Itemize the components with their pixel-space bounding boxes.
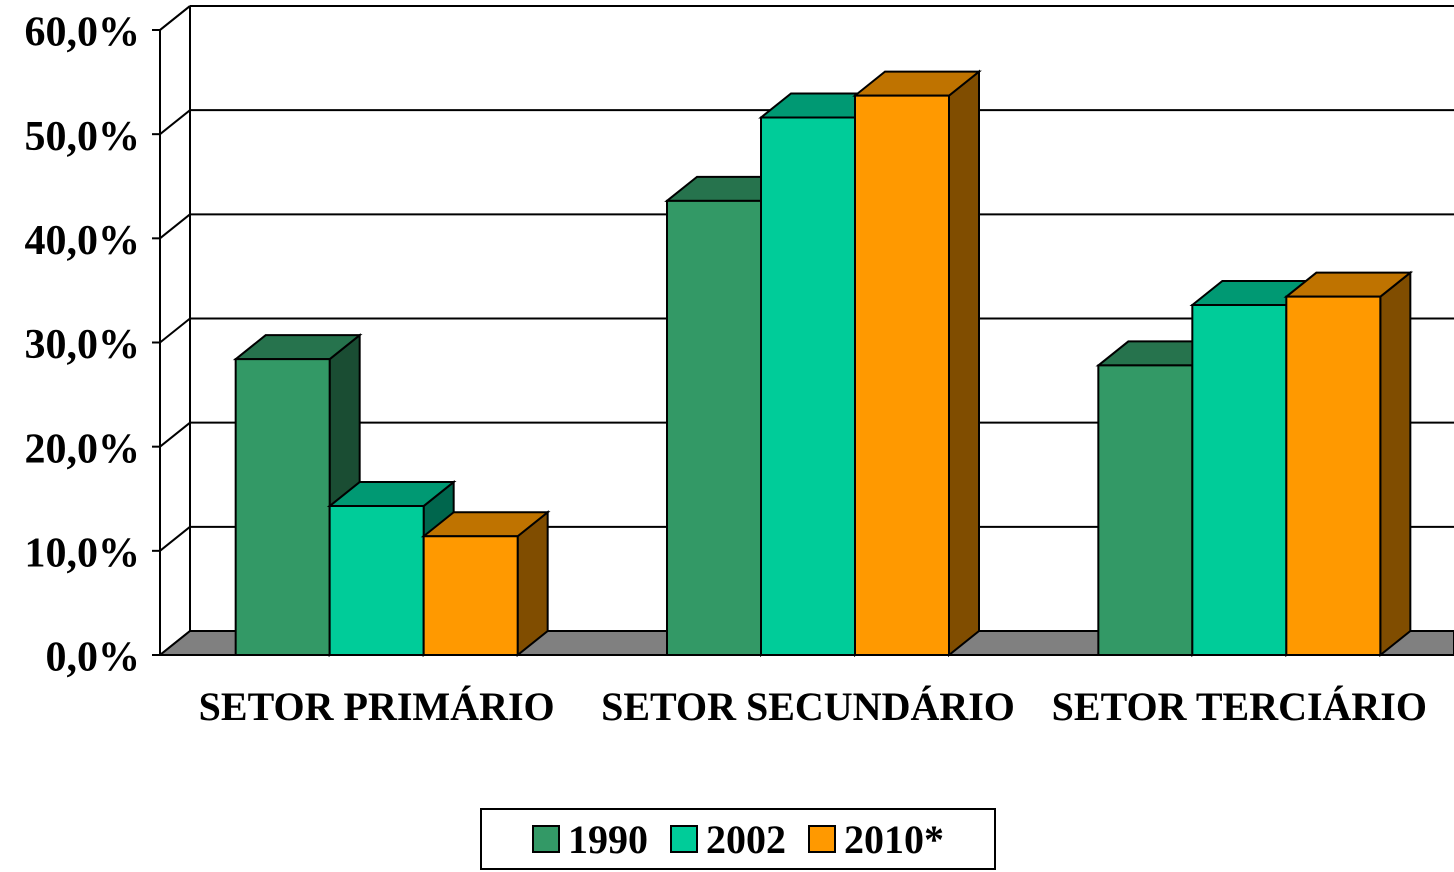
legend-item: 1990	[532, 816, 648, 863]
y-tick-label: 0,0%	[46, 635, 141, 681]
bar	[852, 69, 982, 658]
grid-side	[159, 317, 191, 344]
grid-side	[159, 421, 191, 448]
y-tick-label: 20,0%	[25, 426, 141, 472]
grid-side	[159, 109, 191, 135]
y-tick-label: 40,0%	[25, 218, 141, 264]
legend-label: 1990	[568, 816, 648, 862]
bar	[420, 510, 551, 658]
bar-front	[422, 535, 519, 656]
bar	[1283, 270, 1414, 658]
legend-swatch	[670, 825, 698, 853]
y-tick-label: 10,0%	[25, 530, 141, 576]
legend: 1990 2002 2010*	[480, 808, 996, 870]
legend-label: 2010*	[844, 816, 944, 862]
bar-front	[760, 116, 856, 656]
grid-side	[159, 5, 191, 31]
x-tick-label: SETOR PRIMÁRIO	[198, 684, 555, 729]
legend-swatch	[808, 825, 836, 853]
legend-swatch	[532, 825, 560, 853]
bar-front	[854, 94, 950, 656]
y-tick-label: 60,0%	[25, 10, 141, 56]
bar-front	[234, 358, 331, 656]
grid-side	[159, 213, 191, 240]
bar-side	[1379, 270, 1412, 658]
bar-front	[1285, 295, 1382, 656]
x-tick-label: SETOR TERCIÁRIO	[1051, 684, 1427, 729]
y-tick-label: 30,0%	[25, 322, 141, 368]
x-tick-label: SETOR SECUNDÁRIO	[601, 684, 1015, 729]
bar-front	[1191, 304, 1288, 656]
bar-side	[948, 69, 980, 658]
legend-item: 2010*	[808, 816, 944, 863]
bar-front	[666, 199, 762, 656]
legend-label: 2002	[706, 816, 786, 862]
y-tick-label: 50,0%	[25, 114, 141, 160]
grid-side	[159, 526, 191, 552]
bar-front	[1097, 364, 1194, 656]
legend-item: 2002	[670, 816, 786, 863]
bar-front	[328, 505, 425, 656]
